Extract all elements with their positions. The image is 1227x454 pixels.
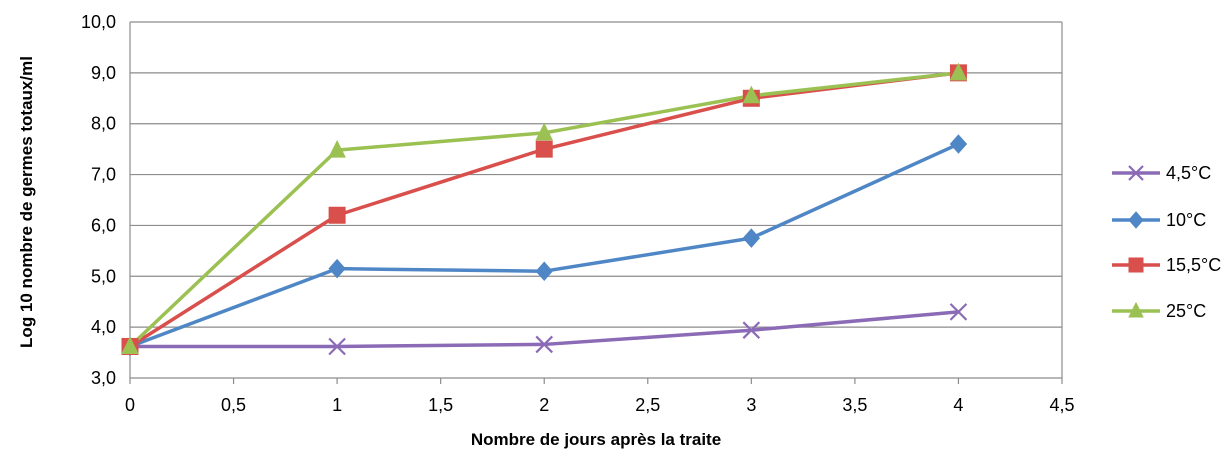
data-point-marker [535,335,553,354]
y-tick-label: 9,0 [91,63,116,83]
series-line [128,71,961,349]
series-line [128,310,961,349]
data-point-marker [1128,165,1144,181]
data-point-marker [328,140,346,158]
gridlines [130,21,1062,328]
legend-label: 4,5°C [1166,163,1211,183]
x-axis-title: Nombre de jours après la traite [471,430,721,449]
legend-label: 25°C [1166,301,1206,321]
x-tick-label: 3 [746,395,756,415]
series-lines [128,71,961,349]
x-tick-label: 4 [953,395,963,415]
data-point-marker [742,228,761,248]
x-tick-label: 2,5 [635,395,660,415]
data-point-marker [742,85,761,104]
y-tick-label: 10,0 [81,12,116,32]
data-point-marker [1128,301,1144,318]
data-point-marker [1128,211,1144,229]
x-tick-label: 2 [539,395,549,415]
data-point-marker [535,261,553,281]
data-point-marker [328,258,346,279]
x-tick-label: 4,5 [1049,395,1074,415]
y-tick-label: 8,0 [91,114,116,134]
series-line [128,71,961,349]
x-tick-label: 1,5 [428,395,453,415]
data-point-marker [328,337,346,356]
x-axis: 0 0,5 1 1,5 2 2,5 3 3,5 4 4,5 [125,378,1075,415]
data-point-marker [1128,257,1144,273]
legend-label: 10°C [1166,210,1206,230]
x-tick-label: 1 [332,395,342,415]
plot-area [129,22,1063,379]
x-tick-label: 0 [125,395,135,415]
x-tick-label: 0,5 [221,395,246,415]
y-tick-label: 7,0 [91,165,116,185]
y-tick-label: 6,0 [91,215,116,235]
data-point-marker [535,122,554,141]
y-tick-label: 5,0 [91,266,116,286]
y-tick-label: 4,0 [91,317,116,337]
data-point-marker [328,206,346,224]
data-point-marker [949,62,968,81]
y-axis-title: Log 10 nombre de germes totaux/ml [17,56,36,348]
legend-label: 15,5°C [1166,255,1221,275]
series-markers [121,62,968,357]
data-point-marker [121,336,139,354]
y-tick-label: 3,0 [91,368,116,388]
data-point-marker [949,134,968,154]
data-point-marker [949,303,968,321]
legend: 4,5°C 10°C 15,5°C 25°C [1112,163,1221,321]
data-point-marker [535,140,553,158]
data-point-marker [742,321,761,339]
y-axis: 3,0 4,0 5,0 6,0 7,0 8,0 9,0 10,0 [81,12,116,388]
x-tick-label: 3,5 [842,395,867,415]
